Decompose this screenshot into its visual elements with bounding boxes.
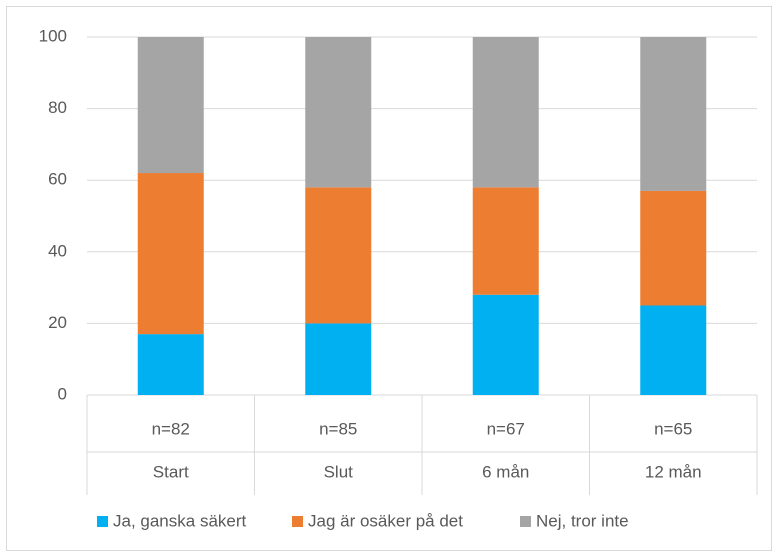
bar-segment [472, 37, 539, 188]
x-tick-label: Start [153, 462, 189, 481]
legend-label: Ja, ganska säkert [113, 511, 247, 530]
x-subcategory-label: n=67 [487, 419, 525, 438]
x-subcategory-label: n=85 [319, 419, 357, 438]
bar-segment [305, 37, 372, 188]
bar-segment [137, 334, 204, 395]
bar-segment [640, 305, 707, 395]
bar-segment [305, 187, 372, 324]
y-tick-label: 60 [48, 170, 67, 189]
bar-segment [640, 190, 707, 306]
y-tick-label: 20 [48, 313, 67, 332]
legend-label: Nej, tror inte [536, 511, 629, 530]
bar-segment [640, 37, 707, 191]
x-tick-label: Slut [324, 462, 354, 481]
bar-segment [137, 173, 204, 335]
x-subcategory-label: n=65 [654, 419, 692, 438]
y-tick-label: 40 [48, 241, 67, 260]
legend-swatch [97, 516, 108, 527]
x-tick-label: 6 mån [482, 462, 529, 481]
x-tick-label: 12 mån [645, 462, 702, 481]
legend-swatch [520, 516, 531, 527]
legend-swatch [292, 516, 303, 527]
bar-segment [472, 294, 539, 395]
legend-label: Jag är osäker på det [308, 511, 463, 530]
bar-segment [137, 37, 204, 174]
bar-segment [472, 187, 539, 295]
x-subcategory-label: n=82 [152, 419, 190, 438]
y-tick-label: 100 [39, 26, 67, 45]
y-tick-label: 0 [58, 384, 67, 403]
bar-segment [305, 323, 372, 395]
y-tick-label: 80 [48, 98, 67, 117]
